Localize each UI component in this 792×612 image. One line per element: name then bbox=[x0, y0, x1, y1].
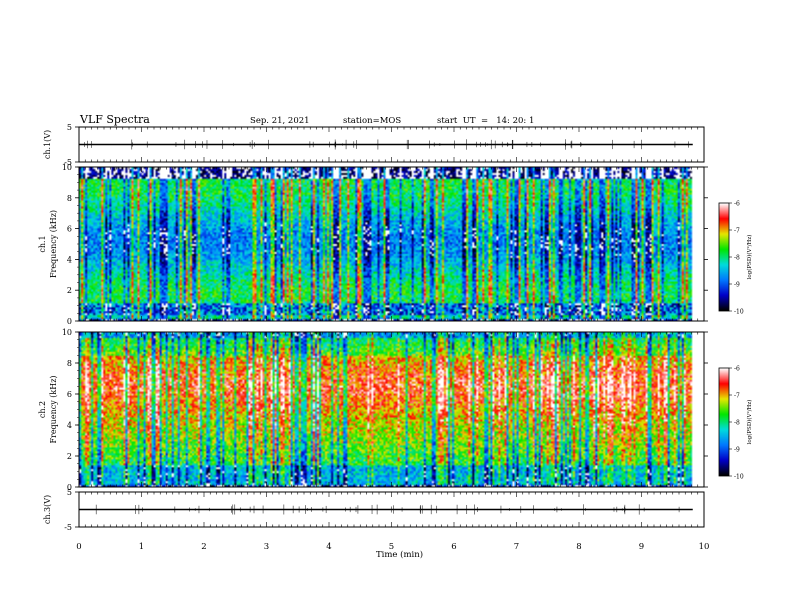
ch1-spectrogram-image bbox=[79, 167, 704, 321]
ch2-spectrogram-ytick-label: 8 bbox=[67, 359, 72, 368]
time-axis-label: Time (min) bbox=[376, 549, 423, 560]
ch1-waveform-ytick-label: 5 bbox=[67, 123, 72, 132]
time-tick-label: 0 bbox=[76, 542, 81, 552]
ch2-spectrogram-colorbar-gradient bbox=[719, 368, 729, 476]
ch1-spectrogram-colorbar-tick: -8 bbox=[734, 255, 740, 262]
time-tick-label: 10 bbox=[699, 542, 710, 552]
ch1-spectrogram-ytick-label: 6 bbox=[67, 225, 72, 234]
ch2-spectrogram-ytick-label: 4 bbox=[67, 421, 72, 430]
ch1-spectrogram-ytick-label: 0 bbox=[67, 317, 72, 326]
time-tick-label: 7 bbox=[514, 542, 519, 552]
ch1-spectrogram-channel-label: ch.1 bbox=[38, 235, 47, 252]
ch1-spectrogram-colorbar-tick: -7 bbox=[734, 228, 740, 235]
ch1-spectrogram-ytick-label: 8 bbox=[67, 194, 72, 203]
ch3-waveform-ytick-label: 5 bbox=[67, 488, 72, 497]
ch2-spectrogram-colorbar-tick: -6 bbox=[734, 366, 740, 373]
ch3-waveform-ytick-label: -5 bbox=[64, 523, 72, 532]
ch1-spectrogram-colorbar-label: log(PSD)(V²/Hz) bbox=[746, 235, 753, 280]
ch2-spectrogram-colorbar-tick: -8 bbox=[734, 420, 740, 427]
ch3-waveform-ylabel: ch.3(V) bbox=[43, 495, 52, 524]
ch1-waveform-ylabel: ch.1(V) bbox=[43, 130, 52, 159]
ch3-waveform-panel: 5 -5 ch.3(V) bbox=[43, 488, 705, 532]
time-tick-label: 8 bbox=[576, 542, 581, 552]
time-tick-label: 6 bbox=[451, 542, 456, 552]
time-tick-label: 5 bbox=[389, 542, 394, 552]
ch1-spectrogram-colorbar-tick: -6 bbox=[734, 201, 740, 208]
ch1-spectrogram-ytick-label: 4 bbox=[67, 255, 72, 264]
time-tick-label: 2 bbox=[201, 542, 206, 552]
ch2-spectrogram-ytick-label: 10 bbox=[62, 328, 72, 337]
ch2-spectrogram-image bbox=[79, 332, 704, 487]
ch2-spectrogram-ylabel: Frequency (kHz) bbox=[49, 375, 58, 443]
ch2-spectrogram-panel: 0 2 4 6 8 10 ch.2 Frequency (kHz) bbox=[38, 328, 708, 492]
ch2-spectrogram-colorbar-tick: -7 bbox=[734, 393, 740, 400]
ch1-spectrogram-ylabel: Frequency (kHz) bbox=[49, 210, 58, 278]
ch2-spectrogram-ytick-label: 0 bbox=[67, 483, 72, 492]
ch2-spectrogram-ytick-label: 2 bbox=[67, 452, 72, 461]
figure-title: VLF Spectra bbox=[79, 113, 150, 126]
ch1-spectrogram-colorbar-tick: -10 bbox=[734, 309, 744, 316]
ch1-waveform-ytick-label: -5 bbox=[64, 158, 72, 167]
time-tick-label: 9 bbox=[639, 542, 644, 552]
ch1-spectrogram-panel: 0 2 4 6 8 10 ch.1 Frequency (kHz) bbox=[38, 163, 708, 326]
ch2-spectrogram-colorbar-tick: -10 bbox=[734, 474, 744, 481]
ch2-spectrogram-ytick-label: 6 bbox=[67, 390, 72, 399]
ch2-spectrogram-colorbar-tick: -9 bbox=[734, 447, 740, 454]
header-station: station=MOS bbox=[343, 116, 401, 126]
ch1-spectrogram-colorbar-tick: -9 bbox=[734, 282, 740, 289]
ch1-spectrogram-ytick-label: 10 bbox=[62, 163, 72, 172]
time-tick-label: 1 bbox=[139, 542, 144, 552]
ch1-waveform-panel: 5 -5 ch.1(V) bbox=[43, 123, 705, 167]
ch2-spectrogram-colorbar-label: log(PSD)(V²/Hz) bbox=[746, 400, 753, 445]
time-axis: 0 1 2 3 4 5 6 7 8 9 10 Time (min) bbox=[76, 542, 709, 560]
time-tick-label: 3 bbox=[264, 542, 269, 552]
header-start-time: start UT = 14: 20: 1 bbox=[437, 116, 534, 126]
ch2-colorbar: -6 -7 -8 -9 -10 log(PSD)(V²/Hz) bbox=[718, 366, 753, 481]
header-date: Sep. 21, 2021 bbox=[250, 116, 310, 126]
ch1-colorbar: -6 -7 -8 -9 -10 log(PSD)(V²/Hz) bbox=[718, 201, 753, 316]
ch1-spectrogram-colorbar-gradient bbox=[719, 203, 729, 311]
ch2-spectrogram-channel-label: ch.2 bbox=[38, 401, 47, 418]
ch1-spectrogram-ytick-label: 2 bbox=[67, 286, 72, 295]
time-tick-label: 4 bbox=[326, 542, 331, 552]
